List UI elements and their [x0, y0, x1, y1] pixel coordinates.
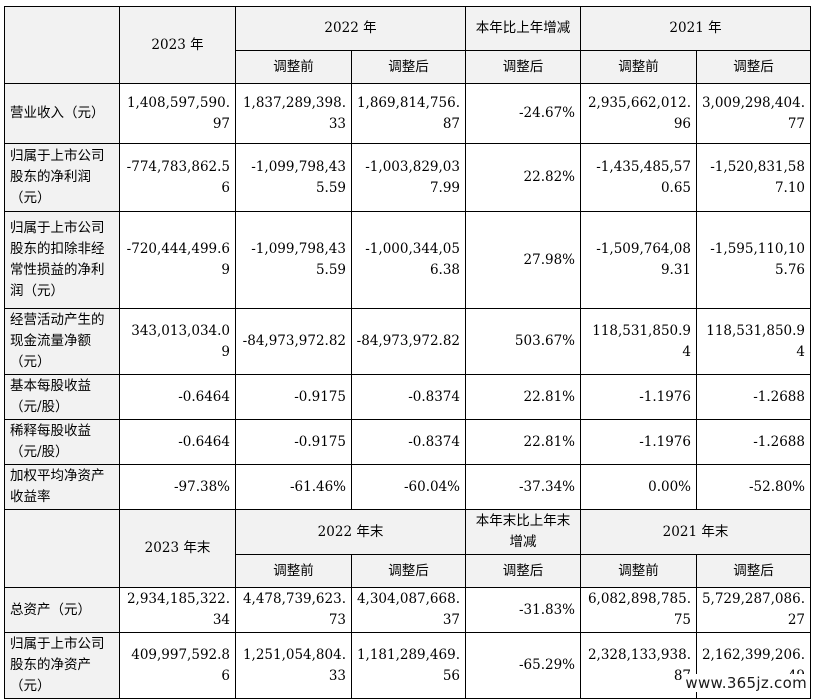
- value-2021-after-cell: -1.2688: [696, 419, 811, 465]
- row-label: 归属于上市公司股东的扣除非经常性损益的净利润（元）: [4, 211, 120, 309]
- value-2021-before-cell: -1,509,764,089.31: [580, 211, 697, 309]
- value-2023-cell: 409,997,592.86: [119, 632, 236, 699]
- subheader-after: 调整后: [696, 50, 811, 84]
- value-2021-after-cell: -1,595,110,105.76: [696, 211, 811, 309]
- subheader-before: 调整前: [580, 554, 697, 588]
- row-label: 稀释每股收益（元/股）: [4, 419, 120, 465]
- value-2022-before-cell: -84,973,972.82: [235, 308, 352, 375]
- row-label: 加权平均净资产收益率: [4, 464, 120, 510]
- table-row: 营业收入（元） 1,408,597,590.97 1,837,289,398.33 1…: [4, 83, 811, 144]
- value-2022-after-cell: -1,000,344,056.38: [351, 211, 466, 309]
- table-row: 总资产（元） 2,934,185,322.34 4,478,739,623.73 4,…: [4, 587, 811, 633]
- table-row: 加权平均净资产收益率 -97.38% -61.46% -60.04% -37.34% 0.…: [4, 464, 811, 510]
- row-label: 总资产（元）: [4, 587, 120, 633]
- subheader-change-after: 调整后: [465, 50, 581, 84]
- change-cell: 22.81%: [465, 374, 581, 420]
- value-2022-before-cell: 4,478,739,623.73: [235, 587, 352, 633]
- value-2022-before-cell: -0.9175: [235, 419, 352, 465]
- row-label: 基本每股收益（元/股）: [4, 374, 120, 420]
- value-2021-before-cell: -1,435,485,570.65: [580, 143, 697, 212]
- subheader-change-after: 调整后: [465, 554, 581, 588]
- value-2021-before-cell: 0.00%: [580, 464, 697, 510]
- value-2023-cell: -97.38%: [119, 464, 236, 510]
- subheader-after: 调整后: [351, 554, 466, 588]
- row-label: 经营活动产生的现金流量净额（元）: [4, 308, 120, 375]
- change-cell: -65.29%: [465, 632, 581, 699]
- value-2021-before-cell: -1.1976: [580, 419, 697, 465]
- header-year-3: 2021 年: [580, 6, 811, 51]
- financial-data-table: 2023 年 2022 年本年比上年增减 2021 年调整前 调整后 调整后 调整前 调整后…: [4, 6, 811, 699]
- value-2023-cell: 1,408,597,590.97: [119, 83, 236, 144]
- value-2023-cell: -774,783,862.56: [119, 143, 236, 212]
- value-2023-cell: 2,934,185,322.34: [119, 587, 236, 633]
- change-cell: 503.67%: [465, 308, 581, 375]
- change-cell: -31.83%: [465, 587, 581, 633]
- value-2022-after-cell: 4,304,087,668.37: [351, 587, 466, 633]
- value-2023-cell: -0.6464: [119, 374, 236, 420]
- value-2022-before-cell: -0.9175: [235, 374, 352, 420]
- value-2022-after-cell: -0.8374: [351, 419, 466, 465]
- header-blank: [4, 509, 120, 588]
- value-2021-before-cell: 2,328,133,938.87: [580, 632, 697, 699]
- header-row: 2023 年 2022 年本年比上年增减 2021 年: [4, 6, 811, 84]
- value-2021-after-cell: -52.80%: [696, 464, 811, 510]
- value-2023-cell: -720,444,499.69: [119, 211, 236, 309]
- change-cell: 22.81%: [465, 419, 581, 465]
- table-row: 经营活动产生的现金流量净额（元） 343,013,034.09 -84,973,97…: [4, 308, 811, 375]
- header-change: 本年比上年增减: [465, 6, 581, 51]
- header-change: 本年末比上年末增减: [465, 509, 581, 555]
- value-2023-cell: -0.6464: [119, 419, 236, 465]
- value-2021-after-cell: 118,531,850.94: [696, 308, 811, 375]
- table-row: 归属于上市公司股东的扣除非经常性损益的净利润（元） -720,444,499.69…: [4, 211, 811, 309]
- value-2022-before-cell: 1,251,054,804.33: [235, 632, 352, 699]
- value-2021-after-cell: 3,009,298,404.77: [696, 83, 811, 144]
- table-row: 归属于上市公司股东的净利润（元） -774,783,862.56 -1,099,79…: [4, 143, 811, 212]
- change-cell: -37.34%: [465, 464, 581, 510]
- row-label: 归属于上市公司股东的净利润（元）: [4, 143, 120, 212]
- table-row: 稀释每股收益（元/股） -0.6464 -0.9175 -0.8374 22.81% -1…: [4, 419, 811, 465]
- value-2021-after-cell: -1,520,831,587.10: [696, 143, 811, 212]
- value-2021-before-cell: -1.1976: [580, 374, 697, 420]
- subheader-row: 调整前 调整后 调整后 调整前 调整后: [5, 554, 811, 588]
- subheader-after: 调整后: [351, 50, 466, 84]
- value-2023-cell: 343,013,034.09: [119, 308, 236, 375]
- watermark: www.365jz.com: [683, 674, 809, 692]
- header-year-1: 2023 年: [119, 6, 236, 84]
- subheader-before: 调整前: [580, 50, 697, 84]
- value-2022-after-cell: -84,973,972.82: [351, 308, 466, 375]
- subheader-row: 调整前 调整后 调整后 调整前 调整后: [5, 50, 811, 84]
- change-cell: -24.67%: [465, 83, 581, 144]
- subheader-before: 调整前: [235, 50, 352, 84]
- value-2022-after-cell: -0.8374: [351, 374, 466, 420]
- value-2022-after-cell: 1,869,814,756.87: [351, 83, 466, 144]
- row-label: 归属于上市公司股东的净资产（元）: [4, 632, 120, 699]
- value-2022-after-cell: -1,003,829,037.99: [351, 143, 466, 212]
- value-2022-before-cell: -61.46%: [235, 464, 352, 510]
- value-2021-before-cell: 118,531,850.94: [580, 308, 697, 375]
- header-row: 2023 年末 2022 年末 本年末比上年末增减 2021 年末: [4, 509, 811, 588]
- value-2022-after-cell: -60.04%: [351, 464, 466, 510]
- value-2022-after-cell: 1,181,289,469.56: [351, 632, 466, 699]
- subheader-before: 调整前: [235, 554, 352, 588]
- change-cell: 22.82%: [465, 143, 581, 212]
- value-2022-before-cell: 1,837,289,398.33: [235, 83, 352, 144]
- change-cell: 27.98%: [465, 211, 581, 309]
- value-2022-before-cell: -1,099,798,435.59: [235, 211, 352, 309]
- value-2021-after-cell: 5,729,287,086.27: [696, 587, 811, 633]
- subheader-after: 调整后: [696, 554, 811, 588]
- header-year-2: 2022 年: [235, 6, 466, 51]
- table-row: 基本每股收益（元/股） -0.6464 -0.9175 -0.8374 22.81% -1…: [4, 374, 811, 420]
- header-year-1: 2023 年末: [119, 509, 236, 588]
- row-label: 营业收入（元）: [4, 83, 120, 144]
- value-2022-before-cell: -1,099,798,435.59: [235, 143, 352, 212]
- value-2021-before-cell: 2,935,662,012.96: [580, 83, 697, 144]
- value-2021-after-cell: -1.2688: [696, 374, 811, 420]
- header-year-3: 2021 年末: [580, 509, 811, 555]
- header-blank: [4, 6, 120, 84]
- value-2021-before-cell: 6,082,898,785.75: [580, 587, 697, 633]
- header-year-2: 2022 年末: [235, 509, 466, 555]
